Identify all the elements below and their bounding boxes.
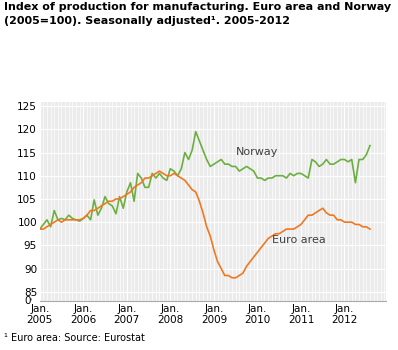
Text: ¹ Euro area: Source: Eurostat: ¹ Euro area: Source: Eurostat [4, 333, 145, 343]
Text: Euro area: Euro area [272, 235, 326, 245]
Text: Norway: Norway [236, 147, 278, 157]
Text: 0: 0 [25, 296, 31, 306]
Text: Index of production for manufacturing. Euro area and Norway: Index of production for manufacturing. E… [4, 2, 391, 12]
Text: (2005=100). Seasonally adjusted¹. 2005-2012: (2005=100). Seasonally adjusted¹. 2005-2… [4, 16, 290, 26]
